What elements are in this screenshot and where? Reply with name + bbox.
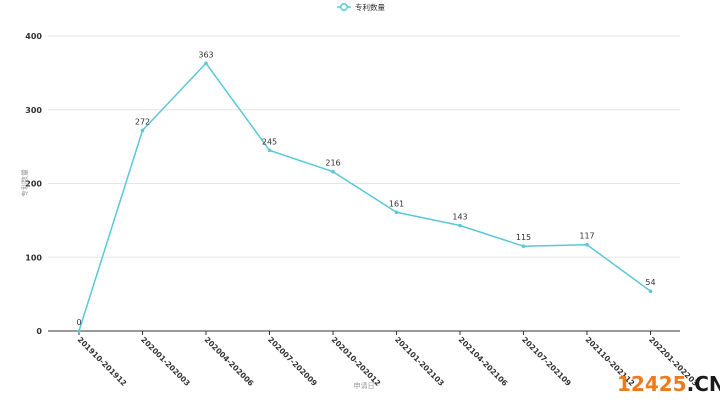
data-label: 363: [198, 50, 213, 59]
series-line: [78, 62, 651, 332]
legend-label: 专利数量: [355, 2, 385, 12]
data-label: 272: [135, 117, 150, 126]
data-point[interactable]: [267, 148, 272, 153]
data-point[interactable]: [140, 128, 145, 133]
watermark-number: 12425: [617, 372, 687, 396]
x-axis-ticks: 201910-201912 202001-202003 202004-202006 2…: [76, 331, 700, 388]
data-points[interactable]: [77, 61, 653, 333]
data-label: 115: [516, 233, 531, 242]
x-tick-label: 202101-202103: [393, 335, 446, 388]
y-tick-label: 0: [36, 327, 42, 336]
x-tick-label: 202004-202006: [203, 335, 256, 388]
x-tick-label: 202001-202003: [139, 335, 192, 388]
data-label: 245: [262, 137, 277, 146]
data-point[interactable]: [585, 242, 589, 247]
watermark: 12425.CN: [617, 372, 720, 396]
grid-lines: [48, 35, 680, 258]
x-tick-label: 201910-201912: [76, 335, 129, 388]
data-label: 216: [325, 159, 340, 168]
data-labels: 0 272 363 245 216 161 143 115 117 54: [76, 50, 655, 327]
x-tick-label: 202010-202012: [330, 335, 383, 388]
y-tick-label: 300: [25, 106, 42, 115]
y-axis-ticks: 0 100 200 300 400: [25, 32, 42, 336]
legend-marker-icon: [340, 3, 348, 11]
y-tick-label: 200: [25, 180, 42, 189]
data-label: 0: [76, 318, 81, 327]
x-axis-title: 申请日: [354, 381, 375, 390]
data-point[interactable]: [394, 210, 399, 215]
data-point[interactable]: [331, 169, 335, 174]
data-label: 54: [645, 278, 655, 287]
legend[interactable]: 专利数量: [337, 2, 385, 12]
data-point[interactable]: [77, 329, 81, 333]
y-tick-label: 400: [25, 32, 42, 41]
x-tick-label: 202107-202109: [520, 335, 573, 388]
y-axis-title: 专利数量: [20, 169, 29, 197]
watermark-suffix: .CN: [687, 372, 720, 396]
data-point[interactable]: [521, 244, 526, 248]
data-label: 117: [579, 232, 594, 241]
y-tick-label: 100: [25, 253, 42, 262]
data-point[interactable]: [204, 61, 208, 66]
data-point[interactable]: [458, 223, 462, 228]
data-label: 161: [389, 199, 404, 208]
x-tick-label: 202104-202106: [457, 335, 510, 388]
data-label: 143: [452, 213, 467, 222]
data-point[interactable]: [648, 289, 653, 293]
x-tick-label: 202007-202009: [266, 335, 319, 388]
